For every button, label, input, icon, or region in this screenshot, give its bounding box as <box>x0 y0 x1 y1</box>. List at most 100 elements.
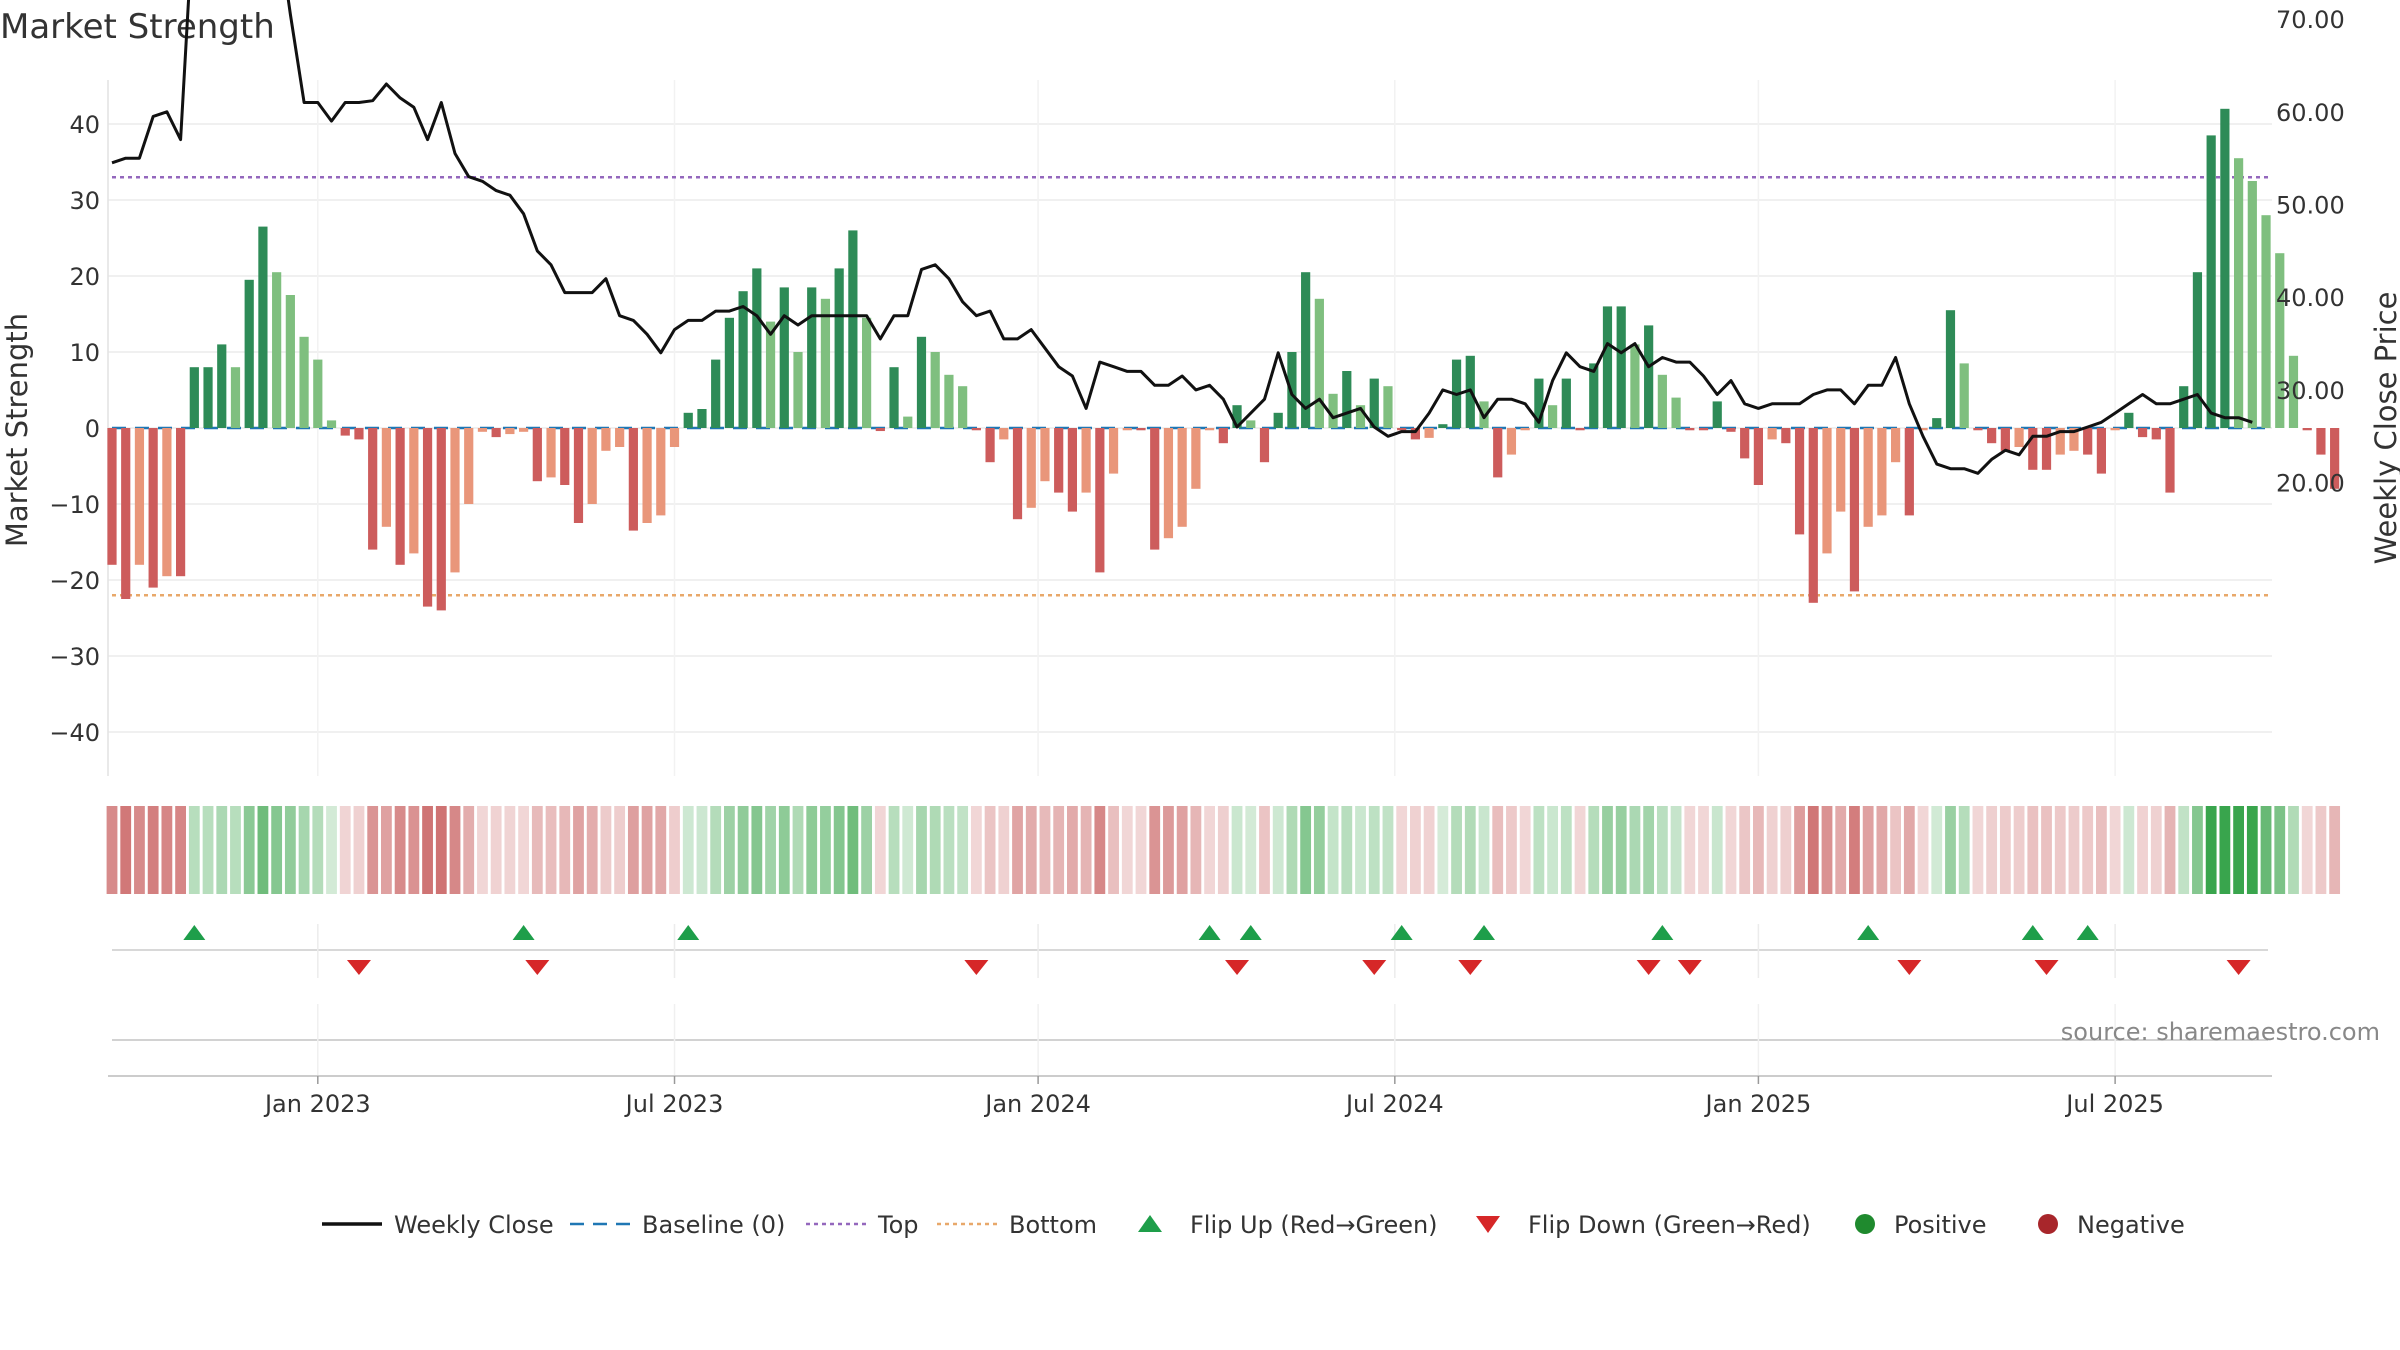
heat-cell <box>463 806 475 894</box>
heat-cell <box>998 806 1010 894</box>
heat-cell <box>1739 806 1751 894</box>
left-tick-label: 20 <box>69 263 100 291</box>
flip-up-marker <box>1239 925 1262 940</box>
strength-bar <box>1589 363 1599 428</box>
strength-bar <box>313 359 323 428</box>
strength-bar <box>1904 428 1914 516</box>
left-axis: 40 30 20 10 0 −10 −20 −30 −40 <box>49 111 100 747</box>
strength-bar <box>1548 405 1558 428</box>
strength-bar <box>2069 428 2079 451</box>
strength-bar <box>793 352 803 428</box>
legend-swatch-triangle-up <box>1138 1215 1162 1232</box>
heat-cell <box>298 806 310 894</box>
heat-cell <box>1163 806 1174 894</box>
left-tick-label: −10 <box>49 491 100 519</box>
heat-cell <box>1506 806 1517 894</box>
strength-bar <box>395 428 405 565</box>
heat-cell <box>1176 806 1188 894</box>
heat-cell <box>806 806 818 894</box>
strength-bar <box>1246 420 1256 428</box>
heat-cell <box>1464 806 1476 894</box>
strength-bar <box>189 367 199 428</box>
strength-bar <box>1671 397 1681 428</box>
strength-bar <box>1932 418 1942 428</box>
strength-bar <box>2192 272 2203 428</box>
strength-bar <box>1191 428 1201 489</box>
heat-cell <box>202 806 214 894</box>
x-tick-label: Jan 2024 <box>983 1090 1091 1118</box>
strength-bar <box>656 428 666 516</box>
strength-bar <box>176 428 186 577</box>
strength-bar <box>848 230 858 428</box>
heat-cell <box>326 806 337 894</box>
heat-cell <box>1437 806 1449 894</box>
strength-bar <box>258 226 268 428</box>
strength-bar <box>1493 428 1503 478</box>
heat-cell <box>1313 806 1325 894</box>
strength-bar <box>1410 428 1420 440</box>
strength-bar <box>1081 428 1091 493</box>
strength-bar <box>121 428 131 599</box>
legend-swatch-circle <box>1855 1214 1875 1234</box>
strength-bar <box>2151 428 2161 440</box>
heat-cell <box>1149 806 1161 894</box>
strength-bar <box>724 317 734 428</box>
heat-cell <box>847 806 859 894</box>
left-tick-label: −20 <box>49 567 100 595</box>
heat-cell <box>1725 806 1737 894</box>
weekly-close-line <box>111 0 2253 475</box>
heat-cell <box>778 806 790 894</box>
heat-cell <box>1382 806 1394 894</box>
x-tick-label: Jul 2025 <box>2064 1090 2164 1118</box>
heat-cell <box>1999 806 2011 894</box>
strength-bar <box>1602 306 1613 428</box>
heat-cell <box>1053 806 1065 894</box>
strength-bar <box>162 428 172 577</box>
heat-cell <box>1780 806 1792 894</box>
heat-cell <box>518 806 529 894</box>
flip-up-marker <box>677 925 700 940</box>
left-axis-label: Market Strength <box>0 313 34 547</box>
heat-cell <box>1492 806 1504 894</box>
strength-bar <box>1836 428 1846 512</box>
strength-bar <box>875 428 885 432</box>
heat-cell <box>1917 806 1929 894</box>
strength-bar <box>1822 428 1832 554</box>
heat-cell <box>504 806 516 894</box>
source-label: source: sharemaestro.com <box>2061 1018 2380 1046</box>
strength-bar <box>2234 158 2244 428</box>
heat-cell <box>2329 806 2341 894</box>
strength-bar <box>340 428 350 436</box>
flip-down-marker <box>1362 960 1387 975</box>
heat-cell <box>1931 806 1943 894</box>
heat-cell <box>888 806 900 894</box>
heat-cell <box>1108 806 1119 894</box>
heat-cell <box>2192 806 2203 894</box>
heat-cell <box>2027 806 2039 894</box>
strength-bar <box>2206 135 2216 428</box>
strength-bar <box>2096 428 2106 474</box>
heat-cell <box>147 806 159 894</box>
strength-bar <box>217 344 227 428</box>
strength-bar <box>1506 428 1517 455</box>
heat-cell <box>984 806 996 894</box>
heat-cell <box>243 806 255 894</box>
heat-cell <box>710 806 722 894</box>
flip-down-marker <box>1897 960 1922 975</box>
heat-cell <box>1711 806 1723 894</box>
heat-cell <box>271 806 283 894</box>
heat-cell <box>2164 806 2176 894</box>
strength-bar <box>272 272 282 428</box>
strength-bar <box>738 291 748 428</box>
strength-bar <box>1753 428 1763 485</box>
right-tick-label: 20.00 <box>2276 470 2345 498</box>
strength-bar <box>1863 428 1873 527</box>
heat-cell <box>2288 806 2299 894</box>
legend: Weekly Close Baseline (0) Top Bottom Flip Up… <box>322 1211 2185 1239</box>
strength-bar <box>1205 428 1215 431</box>
heat-cell <box>1794 806 1805 894</box>
strength-bar <box>1726 428 1736 432</box>
strength-bar <box>1877 428 1887 516</box>
heat-cell <box>1245 806 1257 894</box>
reference-lines <box>112 175 2268 597</box>
